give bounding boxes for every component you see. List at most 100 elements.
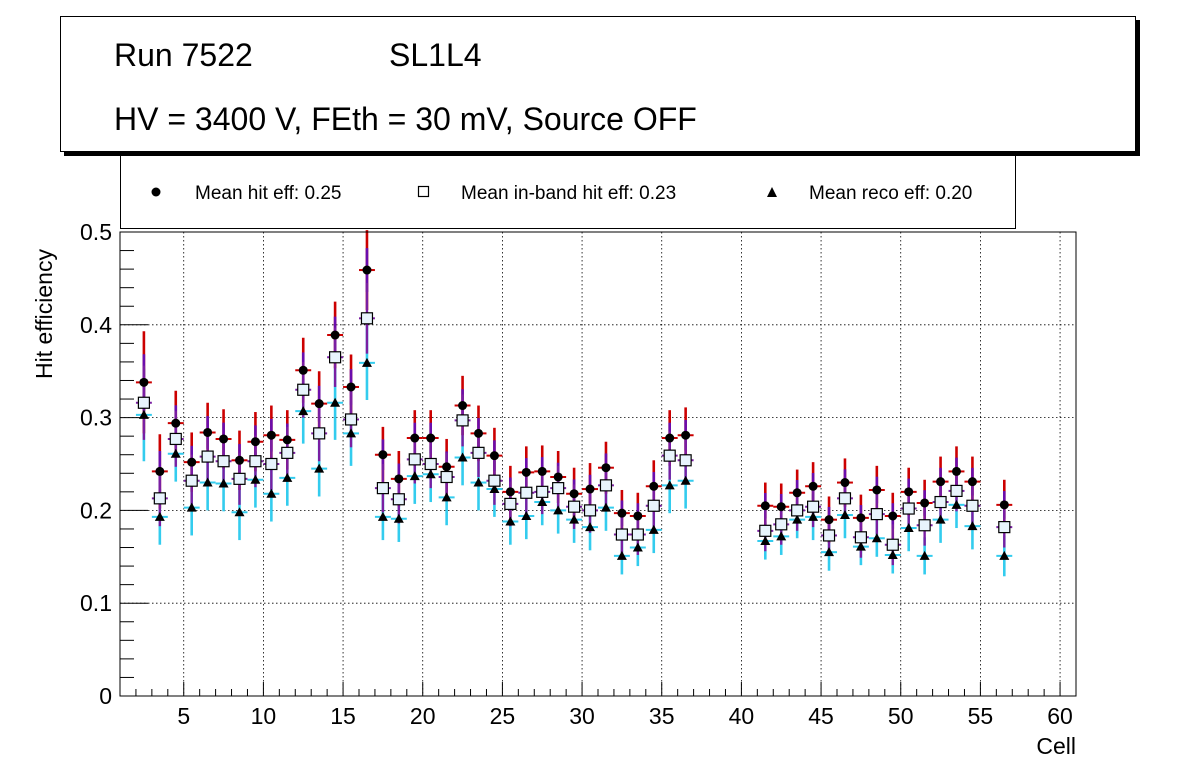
- hit-point: [840, 478, 850, 488]
- reco-point: [760, 536, 771, 546]
- reco-point: [489, 484, 500, 494]
- inband-point: [775, 518, 788, 531]
- inband-point: [759, 524, 772, 537]
- x-tick-label: 15: [330, 703, 356, 729]
- inband-point: [456, 414, 469, 427]
- hit-point: [282, 435, 292, 445]
- reco-point: [457, 452, 468, 462]
- run-label: Run 7522: [114, 37, 253, 73]
- reco-point: [505, 516, 516, 526]
- inband-point: [886, 538, 899, 551]
- reco-point: [314, 463, 325, 473]
- hit-point: [872, 485, 882, 495]
- inband-point: [631, 528, 644, 541]
- hit-point: [235, 455, 244, 465]
- reco-point: [441, 492, 452, 502]
- inband-point: [966, 499, 979, 512]
- hit-point: [633, 511, 643, 521]
- hit-point: [298, 365, 308, 375]
- inband-point: [870, 508, 883, 521]
- inband-point: [169, 432, 182, 446]
- reco-point: [919, 550, 930, 560]
- hit-point: [171, 418, 181, 428]
- legend-label-inband: Mean in-band hit eff: 0.23: [461, 183, 677, 204]
- inband-point: [806, 500, 820, 513]
- reco-point: [393, 513, 404, 523]
- hit-point: [394, 474, 404, 484]
- hit-point: [999, 500, 1009, 510]
- reco-point: [935, 514, 946, 524]
- reco-point: [585, 522, 596, 532]
- hit-markers: [139, 265, 1009, 525]
- y-tick-label: 0.2: [80, 497, 112, 523]
- reco-markers: [138, 357, 1010, 560]
- reco-point: [776, 531, 787, 541]
- inband-point: [344, 413, 358, 426]
- hit-point: [505, 487, 515, 497]
- reco-point: [553, 505, 564, 515]
- inband-point: [329, 351, 342, 364]
- inband-point: [472, 446, 485, 459]
- reco-point: [218, 478, 229, 488]
- legend-marker-triangle: [767, 187, 777, 197]
- hit-point: [203, 427, 213, 437]
- inband-point: [902, 502, 915, 515]
- legend: Mean hit eff: 0.25 Mean in-band hit eff:…: [120, 156, 1016, 229]
- reco-point: [537, 497, 548, 507]
- inband-point: [360, 312, 374, 325]
- inband-point: [233, 472, 246, 485]
- reco-point: [648, 524, 659, 534]
- inband-point: [663, 449, 676, 462]
- reco-point: [202, 477, 213, 487]
- reco-point: [266, 488, 277, 498]
- reco-point: [346, 428, 357, 438]
- hit-point: [808, 481, 818, 491]
- reco-point: [632, 542, 643, 552]
- x-tick-label: 60: [1047, 703, 1073, 729]
- inband-point: [520, 486, 533, 499]
- reco-point: [138, 409, 149, 419]
- hit-point: [776, 502, 786, 512]
- reco-point: [967, 521, 978, 531]
- reco-point: [409, 471, 420, 481]
- legend-marker-circle: [151, 187, 161, 197]
- hit-point: [474, 428, 483, 438]
- inband-point: [249, 455, 262, 468]
- inband-point: [647, 499, 660, 512]
- inband-point: [950, 484, 963, 498]
- hit-point: [665, 433, 675, 443]
- inband-point: [424, 457, 437, 471]
- inband-point: [281, 446, 294, 459]
- hit-point: [760, 501, 770, 511]
- reco-point: [377, 511, 388, 521]
- hit-point: [250, 437, 260, 447]
- hit-point: [521, 467, 531, 477]
- inband-point: [854, 531, 868, 544]
- hit-point: [139, 377, 149, 387]
- reco-point: [792, 514, 803, 524]
- legend-marker-open-square: [417, 185, 430, 198]
- hit-point: [426, 433, 436, 443]
- hit-point: [489, 451, 499, 461]
- reco-point: [680, 475, 691, 485]
- reco-point: [903, 523, 914, 533]
- reco-point: [887, 549, 898, 559]
- reco-point: [425, 469, 436, 479]
- inband-point: [217, 455, 230, 468]
- reco-point: [839, 510, 850, 520]
- inband-point: [679, 454, 692, 467]
- inband-point: [392, 493, 405, 506]
- y-tick-label: 0: [99, 683, 112, 709]
- inband-point: [934, 495, 947, 509]
- inband-point: [583, 504, 597, 517]
- y-tick-label: 0.5: [80, 219, 112, 245]
- hit-point: [601, 463, 611, 473]
- reco-point: [600, 502, 611, 512]
- reco-point: [855, 541, 866, 551]
- title-box: Run 7522 SL1L4 HV = 3400 V, FEth = 30 mV…: [60, 16, 1136, 152]
- plot-frame: [119, 231, 1077, 697]
- hit-point: [410, 433, 420, 443]
- reco-point: [808, 511, 819, 521]
